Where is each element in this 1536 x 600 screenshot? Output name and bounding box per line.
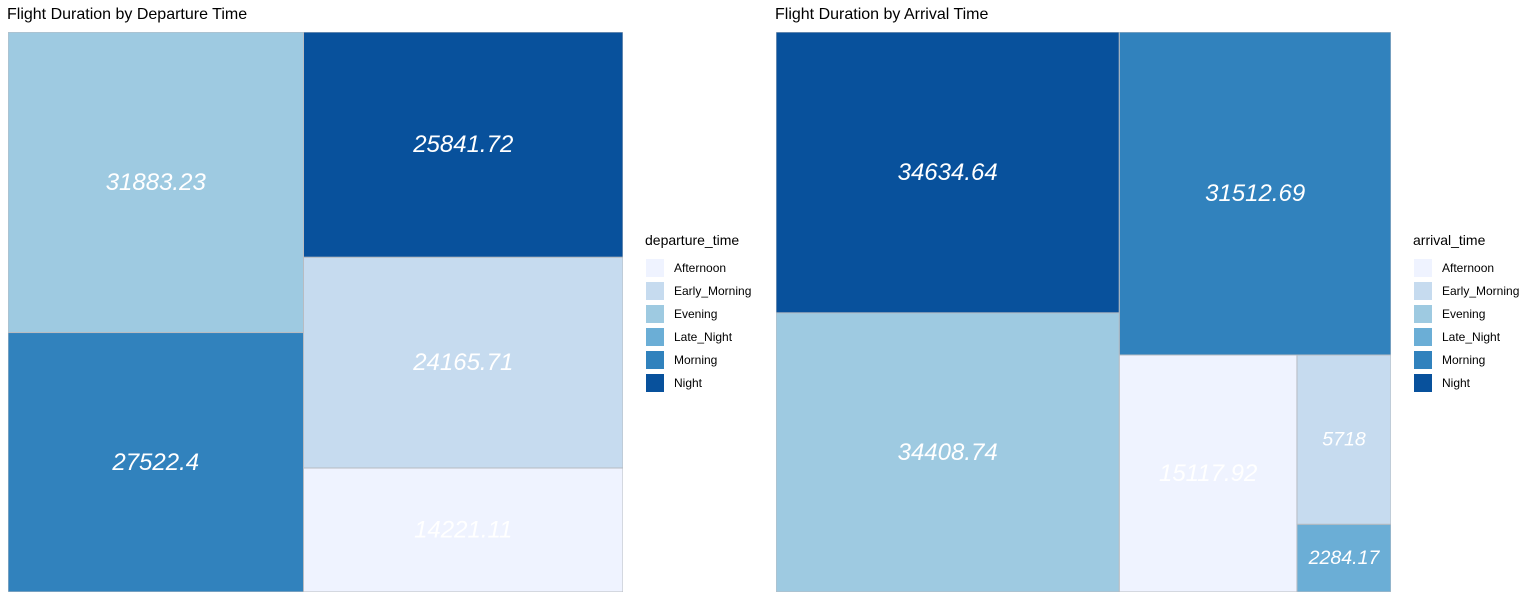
tile-rect (303, 467, 623, 592)
tile-morning: 27522.4 (8, 332, 305, 592)
legend-swatch (1413, 280, 1433, 301)
legend-swatch (645, 257, 665, 278)
tile-value-label: 2284.17 (1308, 547, 1381, 569)
tile-rect (303, 256, 623, 469)
legend-label: Afternoon (1442, 260, 1495, 275)
legend: arrival_time Afternoon Early_Morning Eveni… (1413, 232, 1519, 394)
legend-item-morning: Morning (1413, 348, 1519, 371)
treemap-departure: 31883.23 27522.4 25841.72 24165.71 14221.11 (8, 32, 623, 592)
legend: departure_time Afternoon Early_Morning Eve… (645, 232, 751, 394)
legend-swatch (1413, 372, 1433, 393)
legend-item-early-morning: Early_Morning (1413, 279, 1519, 302)
legend-title: arrival_time (1413, 232, 1486, 248)
tile-value-label: 24165.71 (412, 349, 513, 376)
tile-night: 34634.64 (776, 32, 1120, 314)
legend-item-morning: Morning (645, 348, 751, 371)
tile-rect (8, 332, 305, 592)
legend-item-night: Night (645, 371, 751, 394)
tile-value-label: 15117.92 (1159, 460, 1257, 487)
tile-afternoon: 15117.92 (1118, 354, 1298, 592)
tile-rect (1296, 354, 1391, 525)
tile-evening: 34408.74 (776, 312, 1120, 592)
tile-value-label: 31512.69 (1205, 180, 1305, 207)
legend-swatch (1413, 349, 1433, 370)
legend-label: Afternoon (674, 260, 727, 275)
legend-swatch (1413, 257, 1433, 278)
tile-value-label: 14221.11 (414, 517, 512, 544)
legend-item-afternoon: Afternoon (645, 256, 751, 279)
legend-swatch (645, 326, 665, 347)
tile-late-night: 2284.17 (1296, 523, 1391, 592)
tile-night: 25841.72 (303, 32, 623, 258)
tile-value-label: 27522.4 (111, 449, 199, 476)
legend-label: Evening (674, 306, 718, 321)
legend-swatch (645, 349, 665, 370)
legend-item-evening: Evening (1413, 302, 1519, 325)
chart-title: Flight Duration by Arrival Time (775, 6, 989, 23)
legend-item-evening: Evening (645, 302, 751, 325)
tile-value-label: 34634.64 (898, 159, 998, 186)
legend-label: Early_Morning (674, 283, 752, 298)
tile-afternoon: 14221.11 (303, 467, 623, 592)
legend-item-late-night: Late_Night (1413, 325, 1519, 348)
chart-title: Flight Duration by Departure Time (7, 6, 248, 23)
legend-swatch (1413, 303, 1433, 324)
tile-evening: 31883.23 (8, 32, 305, 334)
tile-rect (1118, 354, 1298, 592)
tile-value-label: 5718 (1322, 429, 1366, 451)
tile-rect (303, 32, 623, 258)
legend-swatch (645, 303, 665, 324)
tile-value-label: 25841.72 (412, 131, 513, 158)
tile-value-label: 34408.74 (898, 439, 998, 466)
legend-swatch (1413, 326, 1433, 347)
legend-label: Late_Night (1442, 329, 1501, 344)
legend-label: Night (1442, 375, 1471, 390)
legend-label: Night (674, 375, 703, 390)
tile-value-label: 31883.23 (106, 169, 207, 196)
tile-rect (776, 312, 1120, 592)
legend-item-late-night: Late_Night (645, 325, 751, 348)
legend-label: Early_Morning (1442, 283, 1520, 298)
legend-title: departure_time (645, 232, 740, 248)
legend-label: Morning (1442, 352, 1486, 367)
legend-item-afternoon: Afternoon (1413, 256, 1519, 279)
legend-label: Late_Night (674, 329, 733, 344)
legend-swatch (645, 372, 665, 393)
legend-swatch (645, 280, 665, 301)
tile-early-morning: 24165.71 (303, 256, 623, 469)
legend-item-night: Night (1413, 371, 1519, 394)
legend-item-early-morning: Early_Morning (645, 279, 751, 302)
treemap-arrival: 34634.64 34408.74 31512.69 15117.92 5718 2284… (776, 32, 1391, 592)
tile-morning: 31512.69 (1118, 32, 1391, 356)
tile-early-morning: 5718 (1296, 354, 1391, 525)
tile-rect (1296, 523, 1391, 592)
legend-label: Evening (1442, 306, 1486, 321)
legend-label: Morning (674, 352, 718, 367)
